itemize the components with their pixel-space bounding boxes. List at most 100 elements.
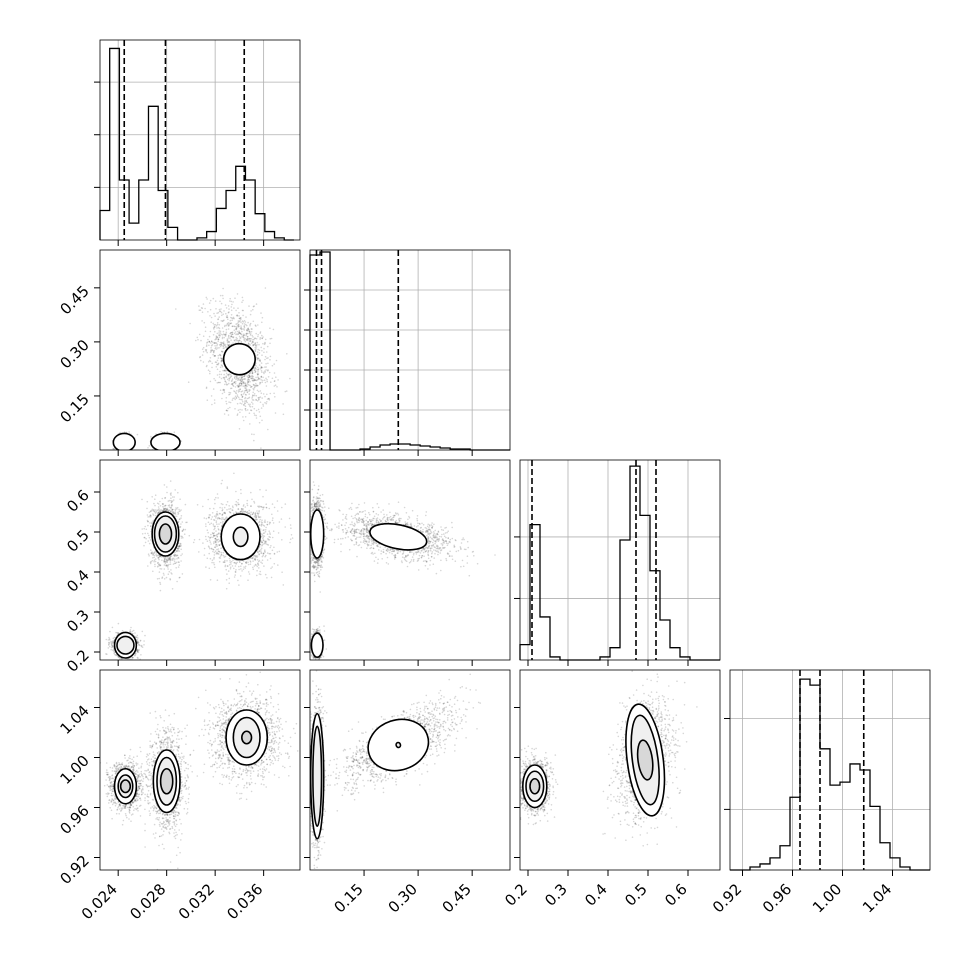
sample-point — [226, 409, 229, 412]
sample-point — [252, 336, 254, 338]
sample-point — [231, 333, 234, 336]
sample-point — [239, 379, 242, 382]
sample-point — [251, 379, 254, 382]
sample-point — [254, 386, 256, 388]
sample-point — [217, 318, 220, 320]
sample-point — [181, 573, 184, 575]
sample-point — [260, 375, 263, 378]
sample-point — [244, 405, 247, 408]
sample-point — [271, 377, 274, 380]
sample-point — [242, 336, 244, 339]
sample-point — [258, 411, 261, 413]
sample-point — [243, 326, 246, 329]
sample-point — [248, 332, 251, 335]
sample-point — [235, 326, 237, 328]
sample-point — [237, 324, 240, 326]
sample-point — [259, 331, 262, 333]
sample-point — [225, 307, 228, 309]
sample-point — [166, 491, 168, 494]
sample-point — [261, 321, 263, 324]
sample-point — [180, 523, 182, 525]
sample-point — [225, 331, 228, 334]
sample-point — [244, 393, 247, 396]
sample-point — [250, 409, 253, 412]
sample-point — [233, 325, 235, 328]
sample-point — [247, 327, 249, 330]
sample-point — [245, 323, 247, 326]
sample-point — [235, 328, 238, 331]
sample-point — [235, 392, 238, 395]
sample-point — [243, 319, 246, 322]
sample-point — [165, 576, 168, 579]
sample-point — [243, 333, 245, 336]
sample-point — [249, 371, 252, 374]
sample-point — [149, 539, 152, 541]
sample-point — [219, 370, 221, 373]
panel-frame — [309, 249, 511, 451]
sample-point — [260, 407, 263, 409]
sample-point — [136, 433, 139, 436]
sample-point — [228, 377, 230, 380]
sample-point — [244, 382, 246, 384]
sample-point — [273, 372, 276, 374]
sample-point — [216, 322, 219, 324]
sample-point — [240, 318, 242, 321]
sample-point — [229, 401, 232, 404]
sample-point — [248, 374, 251, 377]
sample-point — [234, 390, 236, 393]
sample-point — [228, 375, 230, 377]
sample-point — [225, 316, 228, 318]
sample-point — [119, 451, 121, 453]
sample-point — [238, 398, 241, 401]
sample-point — [237, 321, 239, 324]
sample-point — [255, 417, 258, 419]
sample-point — [215, 361, 218, 364]
sample-point — [169, 561, 172, 563]
sample-point — [235, 309, 237, 312]
sample-point — [141, 528, 143, 530]
sample-point — [264, 381, 267, 384]
sample-point — [163, 453, 165, 455]
sample-point — [240, 382, 243, 385]
scatter-panel-2-1 — [99, 249, 301, 455]
sample-point — [267, 376, 270, 378]
sample-point — [255, 348, 257, 350]
sample-point — [223, 347, 226, 349]
sample-point — [238, 379, 241, 381]
sample-point — [253, 305, 255, 307]
sample-point — [253, 393, 256, 395]
sample-point — [264, 358, 266, 361]
sample-point — [253, 412, 255, 415]
sample-point — [273, 363, 276, 365]
sample-point — [269, 359, 271, 361]
sample-point — [257, 357, 259, 360]
sample-point — [210, 395, 213, 397]
sample-point — [261, 366, 264, 369]
sample-point — [238, 383, 240, 386]
sample-point — [179, 576, 181, 579]
sample-point — [252, 305, 255, 308]
sample-point — [248, 396, 251, 399]
sample-point — [237, 389, 240, 391]
sample-point — [247, 381, 250, 383]
sample-point — [239, 337, 241, 339]
sample-point — [244, 407, 247, 410]
sample-point — [240, 337, 242, 339]
sample-point — [216, 323, 219, 326]
sample-point — [238, 312, 240, 314]
sample-point — [247, 376, 250, 379]
sample-point — [266, 380, 269, 383]
sample-point — [128, 451, 130, 453]
sample-point — [241, 379, 244, 381]
sample-point — [213, 324, 215, 326]
sample-point — [235, 390, 238, 392]
sample-point — [159, 568, 161, 570]
sample-point — [234, 398, 236, 401]
sample-point — [223, 369, 225, 372]
sample-point — [215, 335, 217, 337]
sample-point — [243, 325, 245, 328]
sample-point — [257, 396, 260, 399]
sample-point — [232, 382, 234, 385]
sample-point — [254, 337, 256, 340]
sample-point — [256, 389, 259, 392]
